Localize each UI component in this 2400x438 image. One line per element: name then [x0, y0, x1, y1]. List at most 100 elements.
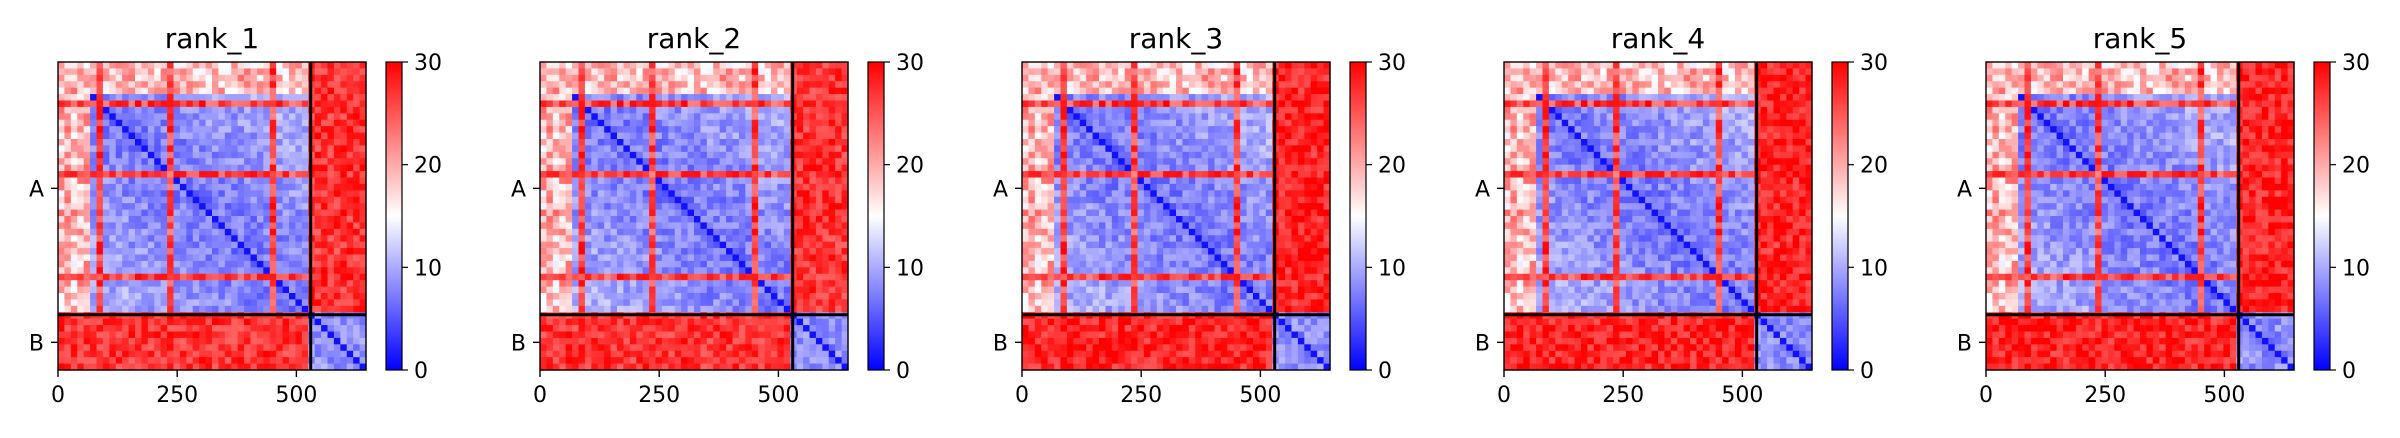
heatmap-cell [77, 267, 85, 275]
heatmap-cell [250, 74, 258, 82]
heatmap-cell [584, 209, 592, 217]
heatmap-cell [167, 248, 175, 256]
heatmap-cell [764, 87, 772, 95]
heatmap-cell [276, 254, 284, 262]
heatmap-cell [96, 177, 104, 185]
heatmap-cell [141, 203, 149, 211]
heatmap-cell [713, 241, 721, 249]
heatmap-cell [642, 62, 650, 70]
heatmap-cell [546, 203, 554, 211]
heatmap-cell [90, 318, 98, 326]
heatmap-cell [629, 216, 637, 224]
heatmap-cell [314, 203, 322, 211]
heatmap-cell [301, 74, 309, 82]
heatmap-cell [809, 74, 817, 82]
heatmap-cell [597, 286, 605, 294]
heatmap-cell [135, 151, 143, 159]
heatmap-cell [751, 254, 759, 262]
heatmap-cell [540, 216, 548, 224]
heatmap-cell [1022, 100, 1030, 108]
heatmap-cell [828, 228, 836, 236]
heatmap-cell [572, 293, 580, 301]
heatmap-cell [636, 363, 644, 371]
heatmap-cell [141, 190, 149, 198]
heatmap-cell [70, 164, 78, 172]
heatmap-cell [321, 113, 329, 121]
heatmap-cell [199, 94, 207, 102]
heatmap-cell [256, 171, 264, 179]
heatmap-cell [649, 87, 657, 95]
heatmap-cell [237, 81, 245, 89]
heatmap-cell [301, 293, 309, 301]
heatmap-cell [1092, 68, 1100, 76]
heatmap-cell [199, 299, 207, 307]
heatmap-cell [212, 299, 220, 307]
heatmap-cell [1105, 74, 1113, 82]
heatmap-cell [1099, 81, 1107, 89]
heatmap-cell [815, 318, 823, 326]
heatmap-cell [109, 119, 117, 127]
heatmap-cell [237, 299, 245, 307]
heatmap-cell [212, 139, 220, 147]
heatmap-cell [1304, 62, 1312, 70]
heatmap-cell [822, 209, 830, 217]
heatmap-cell [796, 81, 804, 89]
heatmap-cell [237, 305, 245, 313]
heatmap-cell [1137, 81, 1145, 89]
heatmap-cell [83, 235, 91, 243]
heatmap-cell [90, 68, 98, 76]
heatmap-cell [167, 113, 175, 121]
heatmap-cell [218, 357, 226, 365]
heatmap-cell [295, 113, 303, 121]
heatmap-cell [1137, 74, 1145, 82]
heatmap-cell [597, 363, 605, 371]
heatmap-cell [835, 235, 843, 243]
heatmap-cell [205, 126, 213, 134]
heatmap-cell [809, 119, 817, 127]
heatmap-cell [713, 190, 721, 198]
heatmap-cell [256, 74, 264, 82]
heatmap-cell [1304, 74, 1312, 82]
heatmap-cell [629, 299, 637, 307]
heatmap-cell [783, 106, 791, 114]
heatmap-cell [674, 293, 682, 301]
heatmap-cell [1310, 62, 1318, 70]
heatmap-cell [1233, 68, 1241, 76]
heatmap-cell [77, 337, 85, 345]
heatmap-cell [700, 100, 708, 108]
heatmap-cell [289, 145, 297, 153]
heatmap-cell [167, 177, 175, 185]
heatmap-cell [250, 293, 258, 301]
heatmap-cell [186, 158, 194, 166]
heatmap-cell [289, 273, 297, 281]
heatmap-cell [70, 273, 78, 281]
heatmap-cell [77, 293, 85, 301]
heatmap-cell [597, 350, 605, 358]
heatmap-cell [128, 119, 136, 127]
heatmap-cell [713, 248, 721, 256]
heatmap-cell [173, 209, 181, 217]
heatmap-cell [552, 106, 560, 114]
heatmap-cell [231, 183, 239, 191]
heatmap-cell [546, 87, 554, 95]
heatmap-cell [591, 235, 599, 243]
heatmap-cell [269, 241, 277, 249]
heatmap-cell [771, 254, 779, 262]
heatmap-cell [783, 235, 791, 243]
heatmap-cell [1240, 87, 1248, 95]
heatmap-cell [552, 164, 560, 172]
heatmap-cell [96, 158, 104, 166]
heatmap-cell [719, 209, 727, 217]
heatmap-cell [346, 94, 354, 102]
heatmap-cell [771, 177, 779, 185]
heatmap-cell [809, 318, 817, 326]
heatmap-cell [269, 337, 277, 345]
heatmap-cell [141, 196, 149, 204]
heatmap-cell [276, 331, 284, 339]
heatmap-cell [681, 139, 689, 147]
heatmap-cell [102, 190, 110, 198]
heatmap-cell [617, 350, 625, 358]
heatmap-cell [173, 273, 181, 281]
heatmap-cell [796, 344, 804, 352]
heatmap-cell [738, 145, 746, 153]
